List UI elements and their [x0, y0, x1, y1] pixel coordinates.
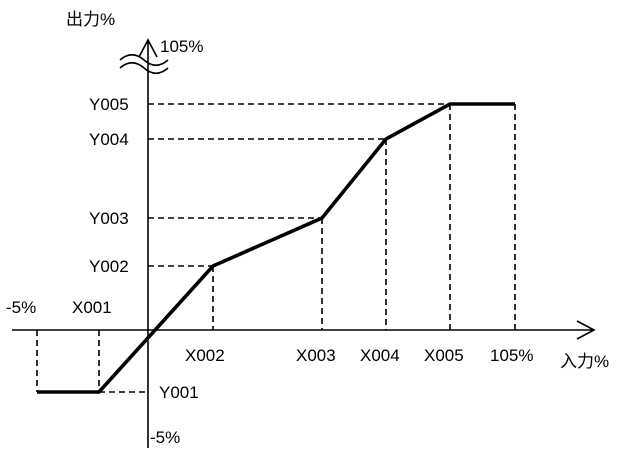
y-label-y002: Y002: [89, 257, 129, 276]
x-label-x003: X003: [296, 346, 336, 365]
y-axis-arrowhead: [138, 38, 158, 58]
x-axis-arrowhead: [576, 320, 596, 340]
x-axis-left-label: -5%: [6, 298, 36, 317]
y-axis-title: 出力%: [66, 10, 115, 29]
y-label-y003: Y003: [89, 209, 129, 228]
y-label-y001: Y001: [159, 383, 199, 402]
x-label-x005: X005: [424, 346, 464, 365]
x-label-x002: X002: [185, 346, 225, 365]
y-axis-top-label: 105%: [160, 37, 203, 56]
y-axis-bottom-label: -5%: [150, 428, 180, 447]
x-label-x001: X001: [72, 298, 112, 317]
y-label-y004: Y004: [89, 130, 129, 149]
axis-break-mark-upper: [119, 53, 169, 67]
y-label-y005: Y005: [89, 95, 129, 114]
x-label-x004: X004: [360, 346, 400, 365]
guide-lines: [36, 103, 516, 393]
x-axis-title: 入力%: [560, 352, 609, 371]
x-axis-right-label: 105%: [490, 346, 533, 365]
axis-break-mark-lower: [119, 61, 169, 75]
characteristic-curve: [37, 102, 515, 394]
